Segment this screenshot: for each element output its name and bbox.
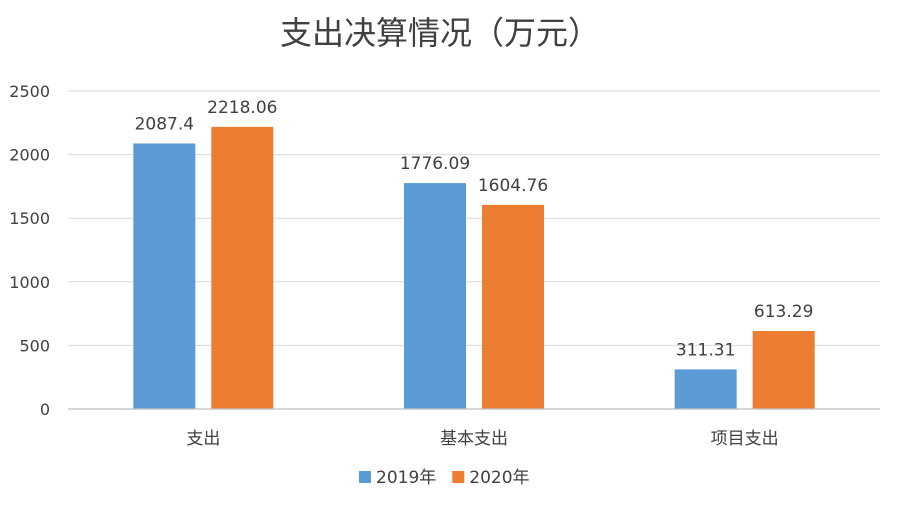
bar [752,330,815,409]
bar [674,369,737,409]
legend-label: 2020年 [469,468,529,488]
legend-swatch [359,471,371,483]
legend-label: 2019年 [376,468,436,488]
x-category-label: 支出 [186,429,220,449]
data-label: 2218.06 [207,98,277,118]
y-tick-label: 2500 [9,82,50,101]
y-tick-label: 1500 [9,209,50,228]
y-tick-label: 2000 [9,146,50,165]
x-category-label: 项目支出 [711,429,779,449]
y-tick-label: 1000 [9,273,50,292]
x-category-label: 基本支出 [440,429,508,449]
bar [133,143,196,409]
data-label: 311.31 [676,340,735,360]
bar [404,183,466,409]
legend-swatch [452,471,465,483]
gridlines [68,90,880,346]
data-label: 2087.4 [135,114,194,134]
data-label: 613.29 [754,302,813,322]
legend: 2019年 2020年 [359,468,530,488]
y-tick-label: 0 [40,400,50,419]
chart-title: 支出决算情况（万元） [280,14,600,52]
x-axis-categories: 支出 基本支出 项目支出 [186,429,778,449]
y-tick-label: 500 [19,336,50,355]
data-label: 1776.09 [400,154,470,174]
bar [211,126,274,410]
data-labels: 2087.4 2218.06 1776.09 1604.76 311.31 613.29 [135,98,814,361]
data-label: 1604.76 [478,176,548,196]
y-axis-ticks: 0 500 1000 1500 2000 2500 [9,82,50,419]
bar [482,204,544,409]
bars [133,126,815,410]
